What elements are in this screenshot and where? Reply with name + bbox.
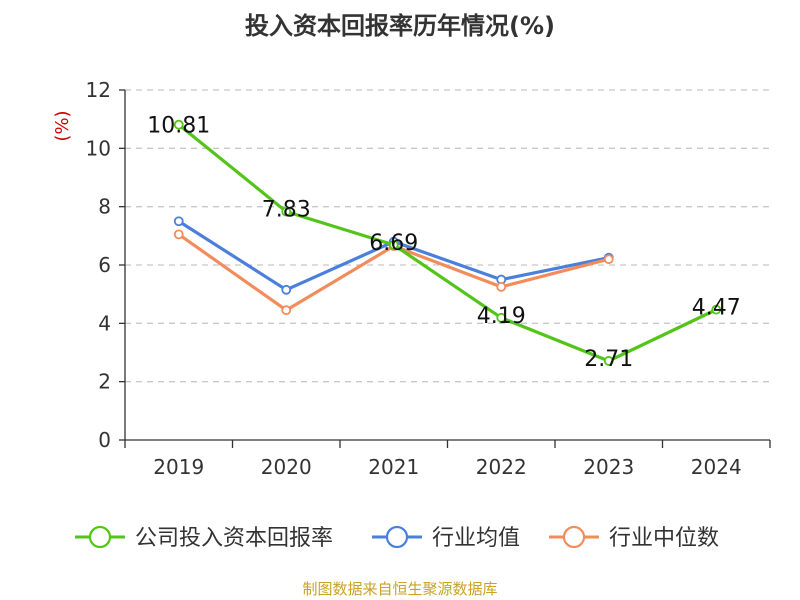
legend-marker-2	[562, 525, 586, 549]
series-1-point-2019	[173, 216, 184, 227]
data-label-2020: 7.83	[262, 198, 311, 223]
legend-label-2: 行业中位数	[609, 526, 719, 551]
y-tick-label-0: 0	[98, 428, 111, 452]
chart-title: 投入资本回报率历年情况(%)	[245, 12, 555, 40]
data-label-2024: 4.47	[692, 296, 741, 321]
series-line-0	[177, 123, 717, 363]
series-2-point-2020	[281, 305, 292, 316]
series-0-point-2024	[711, 304, 722, 315]
legend: 公司投入资本回报率 行业均值 行业中位数	[75, 525, 719, 551]
series-0-point-2023	[603, 356, 614, 366]
x-tick-label-2021: 2021	[368, 455, 419, 479]
y-axis-label: (%)	[52, 110, 73, 141]
y-tick-label-8: 8	[98, 195, 111, 219]
data-label-2023: 2.71	[584, 347, 633, 372]
y-tick-label-12: 12	[86, 78, 111, 102]
axes: 0 2 4 6 8 10 12 2019 2020 2021 2022 2023 2024	[86, 78, 771, 479]
x-tick-label-2023: 2023	[583, 455, 634, 479]
grid	[125, 89, 770, 383]
x-tick-label-2022: 2022	[476, 455, 527, 479]
series-0-point-2021	[388, 239, 399, 250]
series-2-point-2019	[173, 229, 184, 240]
legend-label-0: 公司投入资本回报率	[135, 526, 333, 551]
series	[173, 119, 722, 366]
series-0-point-2019	[173, 119, 184, 130]
y-tick-label-4: 4	[98, 311, 111, 335]
data-label-2021: 6.69	[369, 231, 418, 256]
legend-marker-0	[88, 525, 112, 549]
source-note: 制图数据来自恒生聚源数据库	[302, 580, 498, 598]
legend-label-1: 行业均值	[432, 526, 520, 551]
y-tick-label-6: 6	[98, 253, 111, 277]
series-2-point-2023	[603, 254, 614, 265]
y-tick-label-10: 10	[86, 136, 111, 160]
x-tick-label-2020: 2020	[261, 455, 312, 479]
data-label-2019: 10.81	[147, 114, 210, 139]
series-0-point-2022	[496, 312, 507, 323]
series-0-point-2020	[281, 206, 292, 217]
x-tick-label-2024: 2024	[691, 455, 742, 479]
data-labels: 10.81 7.83 6.69 4.19 2.71 4.47	[147, 114, 740, 372]
data-label-2022: 4.19	[477, 304, 526, 329]
series-1-point-2020	[281, 284, 292, 295]
series-2-point-2022	[496, 281, 507, 292]
legend-marker-1	[385, 525, 409, 549]
x-tick-label-2019: 2019	[153, 455, 204, 479]
y-tick-label-2: 2	[98, 370, 111, 394]
